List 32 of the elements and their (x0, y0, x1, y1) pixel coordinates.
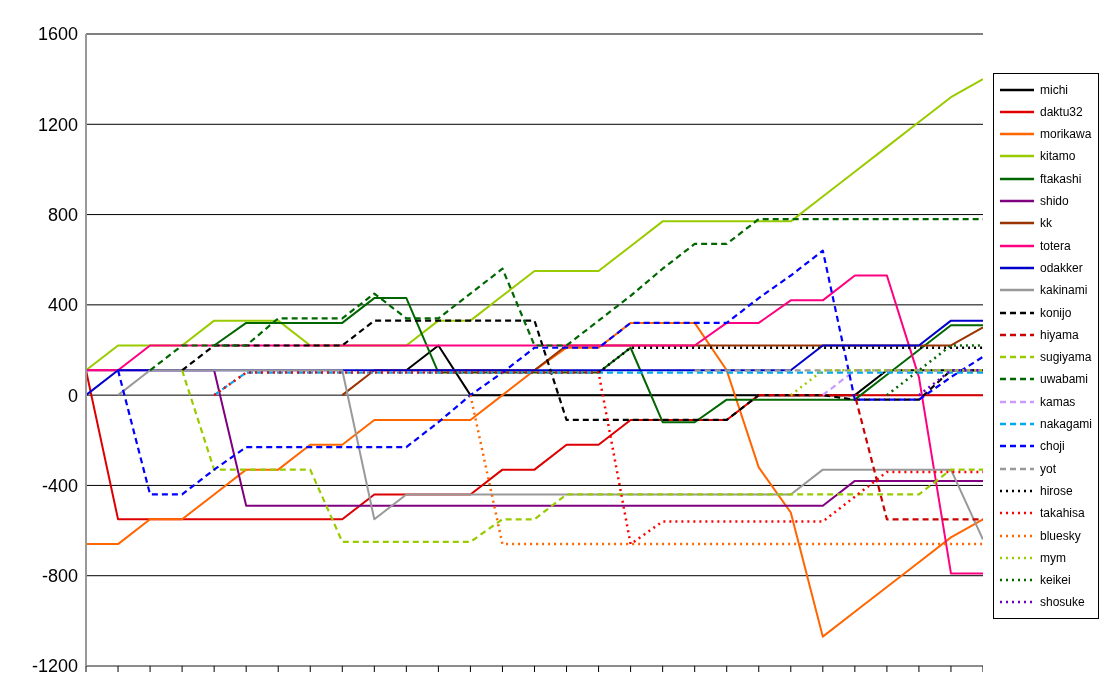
legend-label: michi (1040, 82, 1069, 97)
legend-label: shido (1040, 194, 1069, 209)
legend-label: bluesky (1040, 528, 1081, 543)
y-tick-label: -800 (41, 566, 78, 587)
legend-label: kk (1040, 216, 1052, 231)
legend-label: ftakashi (1040, 171, 1082, 186)
legend-label: sugiyama (1040, 350, 1092, 365)
y-tick-label: -400 (41, 475, 78, 496)
legend-label: nakagami (1040, 417, 1093, 432)
legend-label: totera (1040, 238, 1071, 253)
legend-label: kakinami (1040, 283, 1088, 298)
legend-label: hiyama (1040, 327, 1079, 342)
y-tick-label: 1600 (37, 24, 78, 45)
legend-label: morikawa (1040, 127, 1092, 142)
legend-label: kamas (1040, 394, 1076, 409)
legend-label: shosuke (1040, 595, 1085, 610)
legend-label: choji (1040, 439, 1065, 454)
legend-label: takahisa (1040, 506, 1085, 521)
legend-label: daktu32 (1040, 104, 1083, 119)
y-tick-label: 400 (47, 295, 78, 316)
legend-label: hirose (1040, 483, 1073, 498)
legend-label: konijo (1040, 305, 1072, 320)
y-tick-label: 1200 (37, 114, 78, 135)
legend-label: yot (1040, 461, 1057, 476)
legend-label: kitamo (1040, 149, 1076, 164)
y-tick-label: 800 (47, 204, 78, 225)
legend-label: uwabami (1040, 372, 1089, 387)
legend-label: mym (1040, 550, 1066, 565)
legend-label: odakker (1040, 260, 1083, 275)
y-tick-label: -1200 (31, 656, 78, 677)
y-tick-label: 0 (67, 385, 78, 406)
legend-label: keikei (1040, 573, 1071, 588)
